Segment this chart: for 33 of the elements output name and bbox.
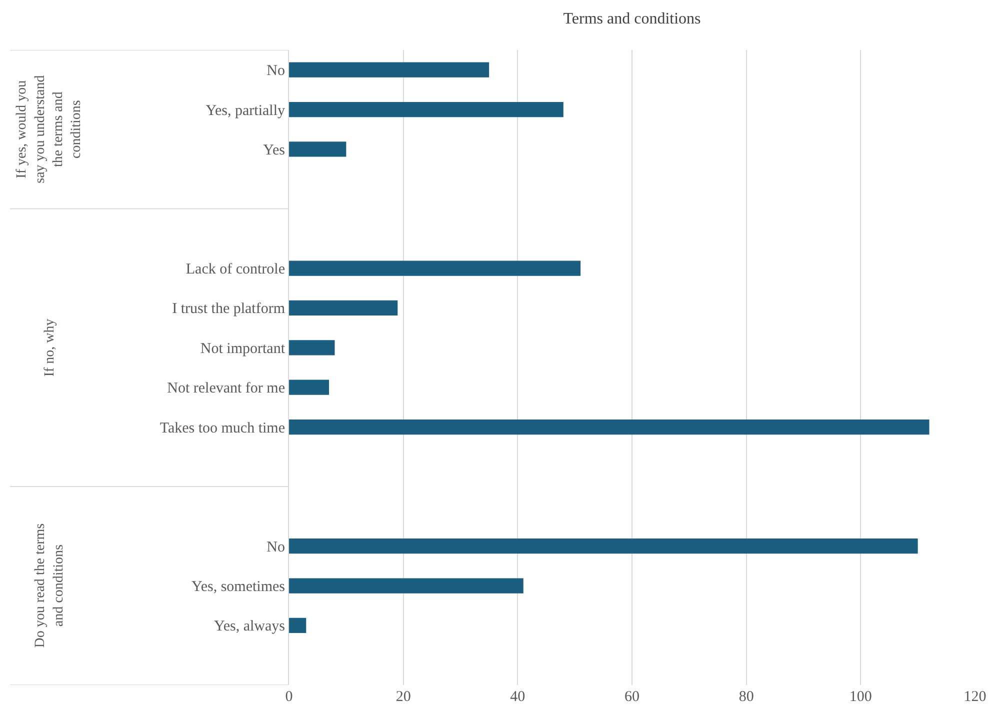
y-tick-label: Yes	[263, 142, 286, 158]
x-tick-label: 20	[396, 689, 411, 705]
y-tick-label: Not important	[200, 340, 286, 357]
x-tick-label: 40	[510, 689, 526, 705]
x-tick-label: 60	[624, 689, 640, 705]
text: If yes, would you say you understand the terms and conditions	[14, 75, 84, 184]
bar	[289, 419, 930, 435]
x-tick-label: 120	[964, 689, 986, 705]
chart-title: Terms and conditions	[563, 10, 701, 28]
y-tick-label: No	[266, 63, 285, 80]
x-tick-label: 100	[849, 689, 872, 705]
bar	[289, 142, 346, 157]
x-tick-label: 0	[285, 689, 293, 705]
y-tick-label: Lack of controle	[186, 262, 286, 278]
bar	[289, 618, 306, 634]
x-tick-label: 80	[738, 689, 754, 705]
bar	[289, 102, 564, 118]
bar	[289, 538, 918, 554]
text: If no, why	[42, 318, 58, 377]
bar	[289, 578, 524, 594]
y-tick-label: Yes, sometimes	[192, 579, 286, 596]
bar	[289, 260, 581, 276]
bar	[289, 340, 335, 356]
text: Do you read the terms and conditions	[33, 523, 66, 648]
y-tick-label: Yes, always	[214, 618, 286, 635]
bar	[289, 380, 330, 395]
bar	[289, 62, 490, 78]
y-tick-label: I trust the platform	[172, 301, 286, 318]
y-tick-label: No	[266, 539, 285, 556]
y-tick-label: Yes, partially	[206, 102, 286, 119]
bar	[289, 300, 398, 316]
y-tick-label: Not relevant for me	[167, 380, 286, 397]
y-tick-label: Takes too much time	[160, 420, 286, 436]
